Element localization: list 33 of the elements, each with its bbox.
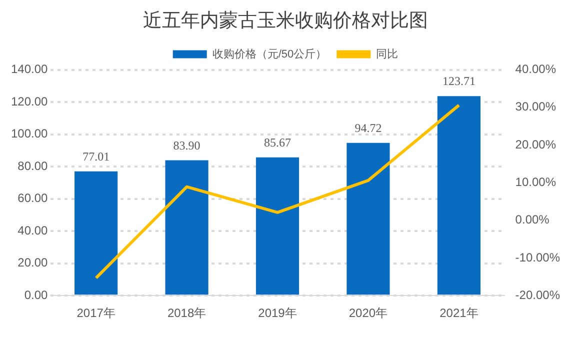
bar [74,171,118,295]
x-tick-label: 2020年 [348,306,388,320]
y-tick-label: 20.00 [18,256,48,270]
chart-title: 近五年内蒙古玉米收购价格对比图 [143,10,428,32]
y-tick-label: 60.00 [18,191,48,206]
y2-tick-label: 30.00% [515,100,556,114]
y2-tick-label: 20.00% [515,137,556,152]
bar [165,160,208,295]
bar [256,157,300,295]
y2-tick-label: -10.00% [515,250,560,264]
bar [437,96,480,295]
data-label: 85.67 [264,136,292,150]
x-tick-label: 2019年 [258,306,297,320]
data-label: 123.71 [442,74,476,88]
y2-tick-label: 10.00% [515,175,556,190]
legend-label: 同比 [376,47,398,60]
bar [346,142,390,295]
y2-tick-label: 40.00% [515,62,556,76]
y2-tick-label: 0.00% [515,212,550,227]
y-tick-label: 100.00 [11,126,48,141]
x-tick-label: 2017年 [76,306,116,320]
data-label: 94.72 [354,120,382,135]
data-label: 83.90 [173,138,200,152]
y-tick-label: 0.00 [24,288,48,302]
y-tick-label: 40.00 [18,223,48,238]
y2-tick-label: -20.00% [515,288,560,302]
y-tick-label: 120.00 [11,94,48,108]
x-tick-label: 2021年 [440,306,478,320]
x-tick-label: 2018年 [167,306,206,320]
y-tick-label: 140.00 [11,62,48,76]
data-label: 77.01 [82,150,110,164]
legend-label: 收购价格（元/50公斤） [212,47,327,60]
y-tick-label: 80.00 [18,158,48,173]
